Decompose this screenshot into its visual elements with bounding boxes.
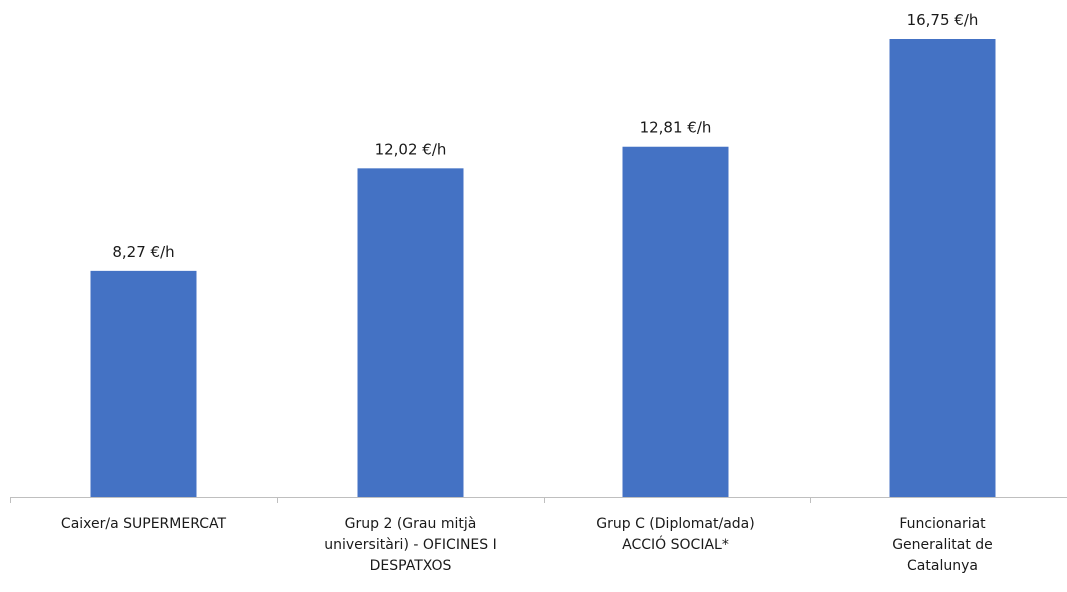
bar bbox=[889, 39, 996, 497]
category-label: Caixer/a SUPERMERCAT bbox=[60, 516, 227, 532]
bar bbox=[622, 146, 729, 497]
data-label: 16,75 €/h bbox=[907, 11, 979, 29]
data-label: 12,81 €/h bbox=[640, 119, 712, 137]
bar bbox=[90, 270, 197, 497]
bar bbox=[357, 168, 464, 497]
category-label: Grup 2 (Grau mitjà universitàri) - OFICI… bbox=[324, 516, 497, 574]
data-label: 8,27 €/h bbox=[112, 243, 174, 261]
data-label: 12,02 €/h bbox=[375, 140, 447, 158]
category-label: Funcionariat Generalitat de Catalunya bbox=[892, 516, 993, 574]
category-label: Grup C (Diplomat/ada) ACCIÓ SOCIAL* bbox=[596, 516, 755, 553]
